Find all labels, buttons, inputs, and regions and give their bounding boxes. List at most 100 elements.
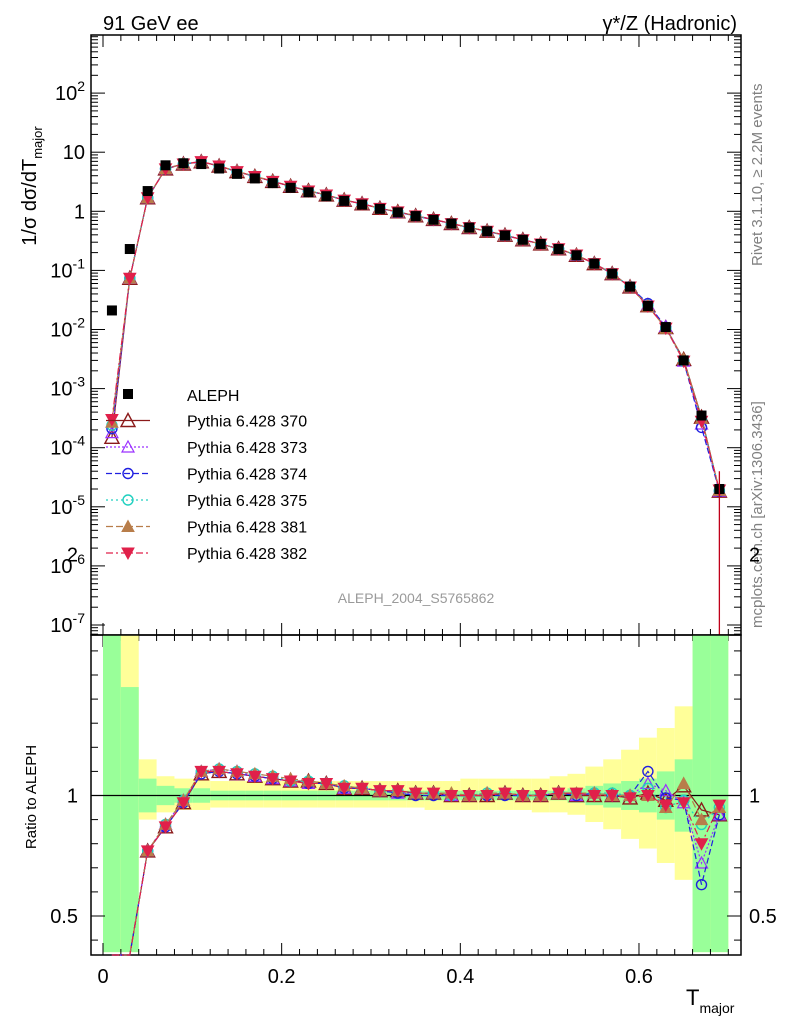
reference-point <box>678 355 689 366</box>
rivet-label: Rivet 3.1.10, ≥ 2.2M events <box>749 84 766 267</box>
ratio-point <box>140 845 155 858</box>
y-tick-label: 10-6 <box>50 551 85 578</box>
reference-point <box>339 195 350 206</box>
reference-point <box>196 159 207 170</box>
ratio-point <box>641 790 655 803</box>
ratio-point <box>480 790 494 803</box>
y-tick-label: 10-3 <box>50 374 85 401</box>
reference-point <box>499 230 510 241</box>
reference-point <box>535 238 546 249</box>
reference-point <box>124 244 135 255</box>
reference-point <box>160 160 171 171</box>
main-y-title-text: 1/σ dσ/dT <box>19 159 41 246</box>
mcplots-label: mcplots.cern.ch [arXiv:1306.3436] <box>749 401 766 628</box>
reference-point <box>607 268 618 279</box>
x-tick-label: 0.2 <box>268 966 296 988</box>
reference-point <box>392 207 403 218</box>
y-tick-label: 102 <box>55 78 85 105</box>
header-right: γ*/Z (Hadronic) <box>603 13 737 35</box>
y-tick-label: 10-1 <box>50 255 85 282</box>
x-tick-label: 0 <box>97 966 108 988</box>
ratio-point <box>355 782 369 796</box>
legend-label: Pythia 6.428 370 <box>187 414 307 431</box>
legend-marker <box>122 494 134 506</box>
ratio-y-tick-label: 2 <box>67 545 78 567</box>
ratio-point <box>390 785 405 798</box>
ratio-point <box>408 787 423 801</box>
y-tick-label: 10-7 <box>50 610 85 637</box>
ratio-y-tick-label-right: 2 <box>749 545 760 567</box>
reference-point <box>428 214 439 225</box>
legend-marker <box>121 547 135 561</box>
reference-point <box>303 187 314 198</box>
stat-uncertainty-band <box>710 635 729 953</box>
ratio-point <box>676 776 691 789</box>
ratio-point <box>212 765 226 779</box>
reference-point <box>517 234 528 245</box>
x-tick-label: 0.6 <box>625 966 653 988</box>
ratio-point <box>301 777 316 791</box>
reference-point <box>410 211 421 222</box>
x-tick-label: 0.4 <box>446 966 474 988</box>
ratio-point <box>248 770 262 784</box>
reference-point <box>249 173 260 184</box>
ratio-point <box>230 768 244 781</box>
legend-label: Pythia 6.428 382 <box>187 546 307 563</box>
legend-label: Pythia 6.428 381 <box>187 520 307 537</box>
reference-point <box>571 250 582 261</box>
ratio-y-title: Ratio to ALEPH <box>23 745 40 849</box>
svg-text:1/σ dσ/dTmajor: 1/σ dσ/dTmajor <box>19 126 45 246</box>
ratio-point <box>516 790 530 803</box>
reference-point <box>142 186 153 197</box>
reference-point <box>446 218 457 229</box>
stat-uncertainty-band <box>692 635 711 953</box>
legend-marker-reference <box>123 389 133 399</box>
ratio-y-tick-label-right: 1 <box>749 786 760 808</box>
ratio-point <box>265 773 280 786</box>
header-left: 91 GeV ee <box>103 13 199 35</box>
stat-uncertainty-band <box>103 635 121 953</box>
reference-point <box>553 244 564 255</box>
ratio-point <box>462 790 477 803</box>
x-title: Tmajor <box>686 985 735 1016</box>
legend-label: Pythia 6.428 375 <box>187 493 307 510</box>
reference-point <box>321 191 332 202</box>
reference-point <box>696 410 707 421</box>
ratio-point <box>373 785 387 798</box>
ratio-point <box>658 783 673 797</box>
ratio-point <box>426 787 441 801</box>
main-frame <box>90 34 742 636</box>
legend-marker <box>119 412 137 428</box>
reference-point <box>660 322 671 333</box>
y-tick-label: 10-4 <box>50 433 85 460</box>
mc-point <box>103 428 121 444</box>
reference-point <box>214 163 225 174</box>
ratio-point <box>642 765 654 778</box>
legend-label: Pythia 6.428 373 <box>187 440 307 457</box>
legend-label-reference: ALEPH <box>187 388 239 405</box>
ratio-y-tick-label: 0.5 <box>50 906 78 928</box>
ratio-y-tick-label-right: 0.5 <box>749 906 777 928</box>
ratio-point <box>498 787 512 801</box>
ratio-point <box>694 812 709 826</box>
mc-point <box>122 272 137 286</box>
legend-marker <box>121 519 135 532</box>
ratio-point <box>158 821 173 834</box>
reference-point <box>106 305 117 316</box>
ratio-point <box>712 799 727 813</box>
ratio-point <box>337 782 352 796</box>
main-y-title-sub: major <box>30 126 45 159</box>
y-tick-label: 10-5 <box>50 492 85 519</box>
y-tick-label: 1 <box>74 201 85 223</box>
main-y-title: 1/σ dσ/dTmajor <box>19 126 45 246</box>
reference-point <box>589 258 600 269</box>
ratio-y-tick-label: 1 <box>67 786 78 808</box>
reference-point <box>357 199 368 210</box>
ratio-point <box>695 878 708 891</box>
reference-point <box>285 182 296 193</box>
ratio-point <box>444 790 459 803</box>
ratio-point <box>319 777 334 791</box>
reference-point <box>267 178 278 189</box>
reference-point <box>642 300 653 311</box>
